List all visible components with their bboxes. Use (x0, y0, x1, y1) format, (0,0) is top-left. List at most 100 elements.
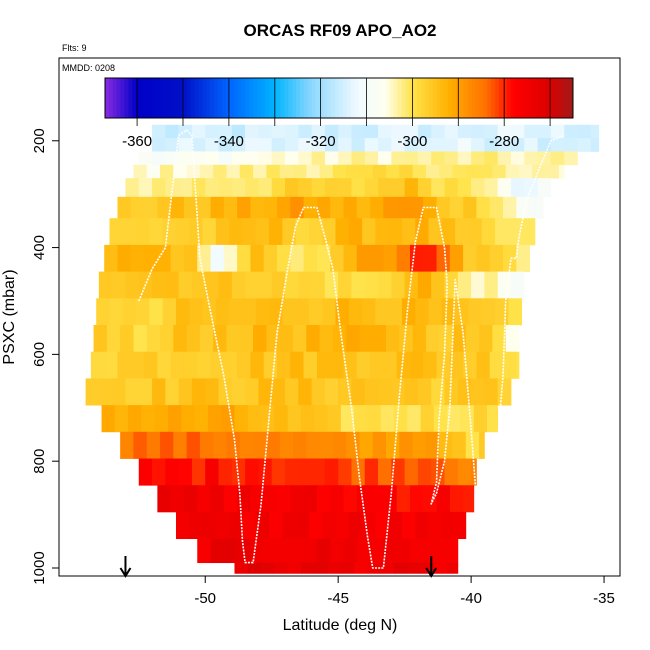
heatmap-cell (378, 138, 392, 152)
heatmap-cell (492, 164, 507, 179)
colorbar-strip (428, 78, 434, 118)
heatmap-cell (444, 458, 459, 486)
colorbar-strip (190, 78, 196, 118)
colorbar-strip (397, 78, 402, 118)
heatmap-cell (226, 164, 241, 179)
heatmap-cell (324, 178, 339, 198)
colorbar-strip (401, 78, 406, 118)
heatmap-cell (516, 244, 530, 273)
heatmap-cell (242, 511, 257, 540)
heatmap-cell (303, 244, 318, 273)
heatmap-cell (285, 378, 299, 406)
heatmap-cell (439, 164, 453, 179)
heatmap-cell (146, 431, 161, 459)
heatmap-cell (417, 138, 432, 152)
heatmap-cell (210, 538, 225, 564)
colorbar-strip (498, 78, 504, 118)
heatmap-cell (327, 405, 342, 433)
heatmap-cell (362, 511, 376, 540)
heatmap-cell (370, 485, 384, 513)
heatmap-cell (351, 458, 366, 486)
heatmap-cell (473, 405, 488, 433)
heatmap-cell (263, 244, 278, 273)
heatmap-cell (343, 485, 358, 513)
heatmap-cell (417, 151, 432, 166)
heatmap-cell (258, 271, 273, 299)
heatmap-cell (497, 271, 512, 299)
colorbar-strip (284, 78, 289, 118)
heatmap-cell (471, 124, 485, 139)
heatmap-cell (391, 378, 406, 406)
colorbar-strip (116, 78, 122, 118)
heatmap-cell (146, 164, 161, 179)
heatmap-cell (295, 298, 310, 326)
heatmap-cell (338, 178, 352, 198)
heatmap-cell (234, 405, 249, 433)
heatmap-cell (178, 151, 193, 166)
heatmap-cell (503, 244, 517, 273)
heatmap-cell (497, 178, 512, 198)
heatmap-cell (181, 405, 195, 433)
heatmap-cell (165, 378, 180, 406)
heatmap-cell (471, 458, 477, 486)
heatmap-cell (277, 538, 291, 564)
y-tick-label: 800 (31, 449, 48, 474)
heatmap-cell (468, 298, 483, 326)
x-tick-label: -45 (327, 590, 349, 607)
heatmap-cell (218, 124, 233, 139)
heatmap-cell (409, 351, 424, 379)
colorbar-strip (155, 78, 161, 118)
heatmap-cell (510, 151, 525, 166)
heatmap-cell (417, 124, 432, 139)
heatmap-cell (444, 124, 459, 139)
heatmap-cell (399, 325, 414, 353)
colorbar-strip (370, 78, 375, 118)
colorbar-strip (276, 78, 281, 118)
colorbar-strip (537, 78, 543, 118)
heatmap-cell (338, 458, 352, 486)
heatmap-cell (258, 178, 273, 198)
heatmap-cell (290, 244, 304, 273)
heatmap-cell (271, 178, 286, 198)
heatmap-cell (146, 325, 161, 353)
heatmap-cell (428, 511, 443, 540)
heatmap-cell (364, 378, 379, 406)
heatmap-cell (404, 138, 419, 152)
heatmap-cell (441, 511, 456, 540)
heatmap-cell (319, 164, 334, 179)
heatmap-cell (306, 164, 320, 179)
colorbar-frame (104, 77, 574, 119)
heatmap-cell (362, 218, 376, 246)
heatmap-cell (133, 164, 148, 179)
heatmap-cell (388, 511, 403, 540)
heatmap-cell (295, 511, 310, 540)
heatmap-cell (120, 431, 134, 459)
heatmap-cell (210, 244, 225, 273)
heatmap-cell (489, 351, 504, 379)
colorbar-strip (557, 78, 562, 118)
heatmap-cell (197, 485, 211, 513)
heatmap-cell (298, 271, 312, 299)
heatmap-cell (269, 218, 283, 246)
heatmap-cell (407, 562, 421, 574)
heatmap-cell (340, 562, 355, 574)
colorbar-strip (553, 78, 558, 118)
heatmap-cell (324, 378, 339, 406)
heatmap-cell (239, 164, 254, 179)
heatmap-cell (125, 178, 140, 198)
heatmap-cell (327, 562, 342, 574)
heatmap-cell (210, 351, 225, 379)
colorbar-strip (346, 78, 352, 118)
colorbar-tick-label: -340 (214, 133, 244, 150)
heatmap-cell (431, 271, 445, 299)
heatmap-cell (133, 325, 148, 353)
heatmap-cell (178, 271, 193, 299)
heatmap-cell (144, 196, 158, 219)
heatmap-cell (263, 485, 278, 513)
colorbar-strip (319, 78, 324, 118)
heatmap-cell (205, 458, 219, 486)
colorbar-strip (300, 78, 305, 118)
heatmap-cell (359, 431, 374, 459)
heatmap-cell (231, 458, 246, 486)
heatmap-cell (253, 164, 267, 179)
